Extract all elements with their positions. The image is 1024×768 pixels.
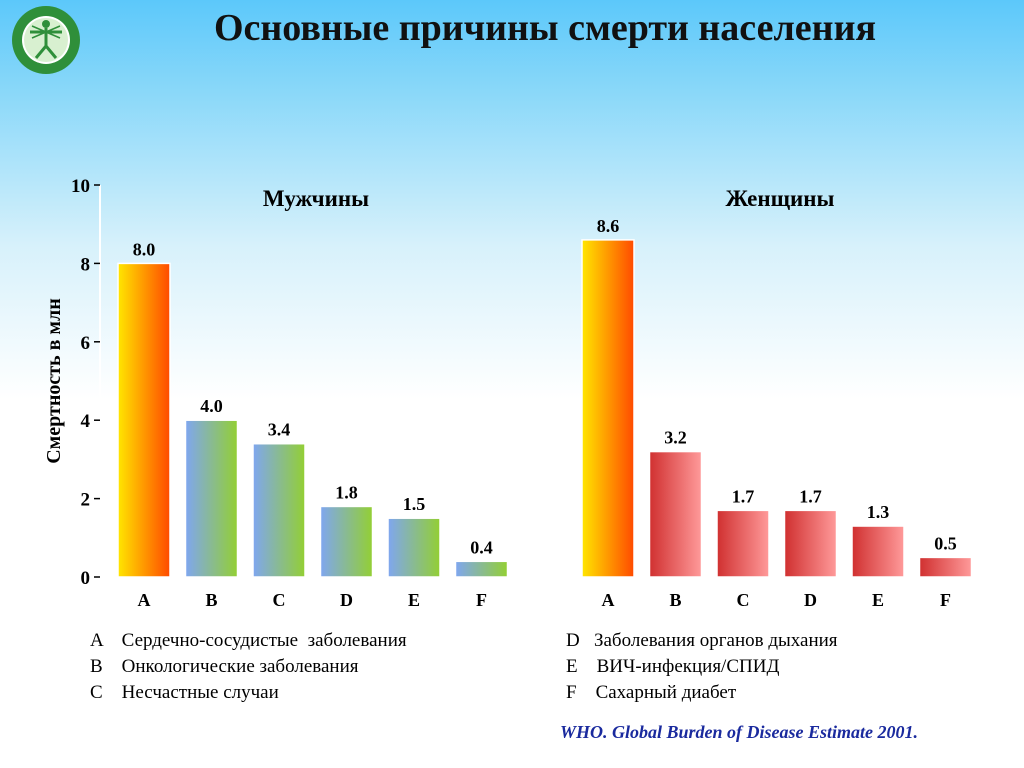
bar-chart: 0 2 4 6 8 10 Смертность в млн Мужчины 8.0 A 4.0 B 3.… [43, 176, 973, 610]
legend-item-a: A Сердечно-сосудистые заболевания [90, 630, 407, 651]
data-label: 1.7 [732, 486, 755, 506]
bar [581, 239, 635, 578]
group-title: Мужчины [263, 186, 369, 211]
x-tick-label: E [872, 590, 884, 610]
group-title: Женщины [726, 186, 835, 211]
y-tick-label: 6 [81, 333, 91, 354]
x-tick-label: D [340, 590, 353, 610]
bar [387, 517, 441, 578]
data-label: 8.6 [597, 216, 620, 236]
data-label: 0.4 [470, 537, 493, 557]
x-tick-label: B [669, 590, 681, 610]
x-tick-label: F [940, 590, 951, 610]
x-tick-label: A [138, 590, 151, 610]
x-tick-label: C [273, 590, 286, 610]
bar [783, 509, 838, 578]
page-title: Основные причины смерти населения [213, 7, 877, 49]
x-tick-label: F [476, 590, 487, 610]
data-label: 0.5 [934, 533, 957, 553]
bar [454, 560, 509, 578]
x-tick-label: B [205, 590, 217, 610]
x-tick-label: E [408, 590, 420, 610]
source-citation: WHO. Global Burden of Disease Estimate 2… [560, 722, 919, 742]
bar [918, 556, 973, 578]
y-axis-label: Смертность в млн [43, 298, 65, 464]
y-tick-label: 4 [81, 411, 91, 432]
data-label: 4.0 [200, 396, 223, 416]
x-tick-label: A [602, 590, 615, 610]
vitruvian-man-logo-icon [12, 6, 80, 74]
bar [319, 505, 374, 578]
data-label: 1.3 [867, 502, 890, 522]
legend-item-c: C Несчастные случаи [90, 682, 279, 703]
bar [648, 450, 703, 578]
bar [184, 419, 239, 578]
bar [117, 262, 171, 578]
y-tick-label: 2 [81, 490, 91, 511]
bar [851, 525, 905, 578]
legend-item-f: F Сахарный диабет [566, 682, 737, 703]
bar [252, 442, 306, 578]
legend-item-d: D Заболевания органов дыхания [566, 630, 838, 651]
data-label: 1.5 [403, 494, 426, 514]
x-tick-label: C [737, 590, 750, 610]
y-tick-label: 8 [81, 254, 91, 275]
data-label: 3.4 [268, 420, 291, 440]
y-tick-label: 10 [71, 176, 90, 197]
x-tick-label: D [804, 590, 817, 610]
bar [716, 509, 770, 578]
legend-item-b: B Онкологические заболевания [90, 656, 359, 677]
data-label: 8.0 [133, 239, 156, 259]
legend-item-e: E ВИЧ-инфекция/СПИД [566, 656, 780, 677]
data-label: 1.7 [799, 486, 822, 506]
data-label: 3.2 [664, 428, 687, 448]
data-label: 1.8 [335, 482, 358, 502]
y-tick-label: 0 [81, 568, 91, 589]
